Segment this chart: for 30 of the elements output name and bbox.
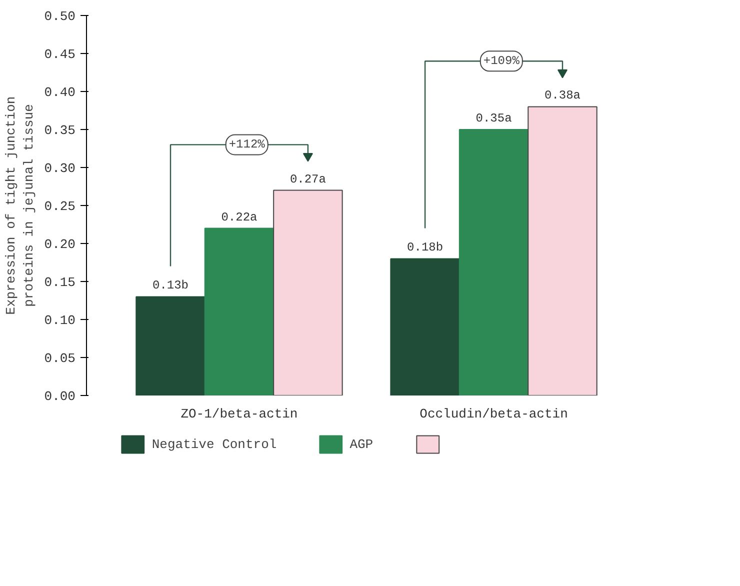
y-tick-label: 0.35 <box>44 123 76 138</box>
data-label: 0.18b <box>407 240 444 255</box>
data-label: 0.13b <box>152 278 189 293</box>
y-tick-label: 0.05 <box>44 351 76 366</box>
bar <box>458 129 529 396</box>
data-label: 0.38a <box>544 88 581 103</box>
annotation: +109% <box>483 54 520 68</box>
y-tick-label: 0.40 <box>44 85 76 100</box>
y-tick-label: 0.20 <box>44 237 76 252</box>
bar <box>136 296 206 396</box>
y-tick-label: 0.15 <box>44 275 76 290</box>
bar <box>528 106 598 396</box>
bar <box>204 228 274 396</box>
data-label: 0.35a <box>476 112 512 126</box>
legend-label: AGP <box>350 436 374 452</box>
data-label: 0.27a <box>290 172 326 186</box>
bar <box>390 258 460 396</box>
bar <box>273 190 343 396</box>
annotation: +112% <box>228 138 266 152</box>
y-tick-label: 0.50 <box>44 9 76 24</box>
y-tick-label: 0.30 <box>44 161 76 176</box>
y-tick-label: 0.25 <box>44 199 76 214</box>
legend-label: Negative Control <box>152 436 277 452</box>
x-tick-label: Occludin/beta-actin <box>420 406 568 422</box>
y-tick-label: 0.45 <box>44 47 76 62</box>
y-axis-title: Expression of tight junction proteins in jejunal tissue <box>3 96 36 315</box>
y-tick-label: 0.00 <box>44 389 76 404</box>
data-label: 0.22a <box>221 210 258 224</box>
y-tick-label: 0.10 <box>44 313 76 328</box>
x-tick-label: ZO-1/beta-actin <box>180 406 298 422</box>
